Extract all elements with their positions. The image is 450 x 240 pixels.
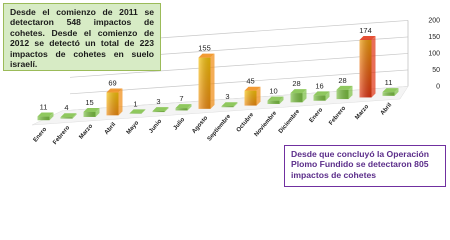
bar-top bbox=[221, 102, 238, 107]
x-tick-label: Julio bbox=[173, 117, 187, 132]
bar-top bbox=[175, 104, 192, 109]
x-tick-label: Diciembre bbox=[278, 108, 302, 135]
bar-top bbox=[198, 53, 215, 58]
bar-side bbox=[325, 91, 330, 101]
x-tick-label: Febrero bbox=[52, 125, 71, 146]
bar-side bbox=[164, 107, 169, 113]
bar-shade bbox=[359, 40, 372, 98]
bar-shade bbox=[313, 95, 326, 101]
bar-top bbox=[313, 91, 330, 96]
bar-top bbox=[37, 112, 54, 117]
value-label: 15 bbox=[85, 98, 93, 107]
bar-shade bbox=[221, 106, 234, 108]
bar-top bbox=[83, 107, 100, 112]
bar-side bbox=[210, 53, 215, 109]
value-label: 4 bbox=[64, 103, 68, 112]
bar-top bbox=[267, 96, 284, 101]
value-label: 69 bbox=[108, 79, 116, 88]
bar-shade bbox=[382, 92, 395, 96]
annotation-box: Desde el comienzo de 2011 se detectaron … bbox=[3, 3, 161, 71]
bar-shade bbox=[83, 111, 96, 117]
y-tick-label: 50 bbox=[432, 67, 440, 74]
bar-side bbox=[279, 96, 284, 104]
y-tick-label: 150 bbox=[428, 34, 440, 41]
bar-shade bbox=[198, 57, 211, 109]
bar-shade bbox=[290, 93, 303, 103]
x-tick-label: Junio bbox=[148, 118, 163, 134]
x-tick-label: Octubre bbox=[236, 112, 256, 134]
bar-shade bbox=[106, 92, 119, 116]
value-label: 28 bbox=[292, 79, 300, 88]
y-tick-label: 100 bbox=[428, 50, 440, 57]
value-label: 10 bbox=[269, 87, 277, 96]
bar-shade bbox=[60, 117, 73, 119]
bar-top bbox=[290, 89, 307, 94]
bar-shade bbox=[152, 111, 165, 113]
x-tick-label: Abril bbox=[104, 122, 118, 137]
bar-side bbox=[187, 104, 192, 111]
annotation-box: Desde que concluyó la Operación Plomo Fu… bbox=[284, 145, 446, 187]
chart: 0 50 100 150 200 11 Enero 4 Febrero 15 Marzo 69 Abri… bbox=[31, 17, 440, 146]
x-tick-label: Marzo bbox=[354, 104, 370, 121]
y-tick-label: 200 bbox=[428, 17, 440, 24]
bar-top bbox=[106, 88, 123, 93]
grid-line bbox=[69, 53, 409, 78]
x-tick-label: Agosto bbox=[191, 115, 209, 135]
value-label: 155 bbox=[198, 44, 211, 53]
value-label: 3 bbox=[225, 92, 229, 101]
y-tick-label: 0 bbox=[436, 83, 440, 90]
x-tick-label: Abril bbox=[380, 102, 394, 117]
bar-side bbox=[371, 36, 376, 98]
bar-shade bbox=[175, 108, 188, 111]
bar-shade bbox=[244, 90, 257, 106]
bar-side bbox=[118, 88, 123, 116]
bar-top bbox=[359, 36, 376, 41]
value-label: 11 bbox=[385, 78, 393, 87]
value-label: 174 bbox=[359, 26, 372, 35]
value-label: 28 bbox=[338, 76, 346, 85]
bar-top bbox=[60, 113, 77, 118]
value-label: 11 bbox=[40, 103, 48, 112]
bar-top bbox=[244, 86, 261, 91]
page: 0 50 100 150 200 11 Enero 4 Febrero 15 Marzo 69 Abri… bbox=[3, 3, 446, 187]
bar-side bbox=[141, 109, 146, 114]
x-tick-label: Enero bbox=[309, 107, 325, 124]
value-label: 16 bbox=[315, 81, 323, 90]
bar-side bbox=[95, 107, 100, 117]
bar-side bbox=[348, 85, 353, 100]
x-tick-label: Mayo bbox=[126, 120, 141, 136]
bar-top bbox=[129, 109, 146, 114]
x-tick-label: Marzo bbox=[78, 123, 94, 140]
value-label: 3 bbox=[156, 97, 160, 106]
value-label: 1 bbox=[133, 99, 137, 108]
x-tick-label: Septiembre bbox=[207, 113, 233, 142]
value-label: 7 bbox=[179, 94, 183, 103]
bar-top bbox=[152, 107, 169, 112]
value-label: 45 bbox=[246, 77, 254, 86]
bar-side bbox=[49, 112, 54, 121]
x-tick-label: Noviembre bbox=[254, 110, 279, 138]
bar-side bbox=[72, 113, 77, 119]
bar-side bbox=[394, 88, 399, 96]
bar-side bbox=[256, 86, 261, 106]
bar-shade bbox=[267, 100, 280, 104]
x-tick-label: Febrero bbox=[328, 105, 347, 126]
bar-top bbox=[336, 85, 353, 90]
x-tick-label: Enero bbox=[33, 126, 49, 143]
bar-top bbox=[382, 88, 399, 93]
bar-side bbox=[302, 89, 307, 103]
grid-line bbox=[69, 69, 409, 95]
bar-shade bbox=[336, 89, 349, 100]
bar-side bbox=[233, 102, 238, 108]
bar-shade bbox=[37, 116, 50, 121]
